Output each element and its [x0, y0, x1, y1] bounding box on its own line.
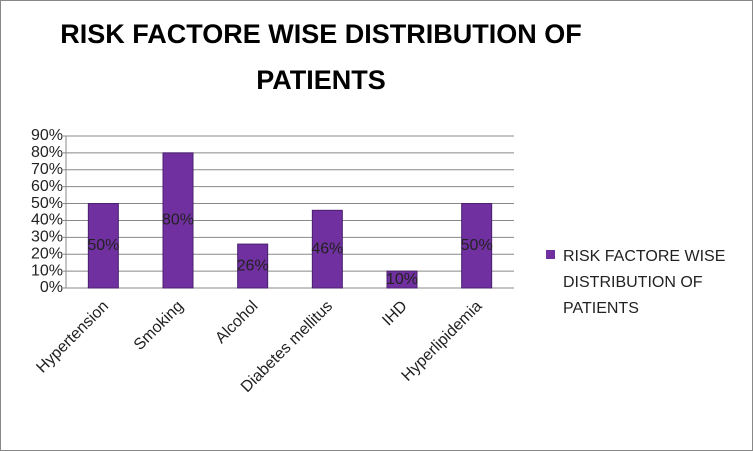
x-tick-label: Smoking — [131, 298, 187, 354]
y-tick-label: 60% — [31, 178, 63, 195]
x-tick-label: Alcohol — [212, 298, 261, 347]
bar — [386, 270, 418, 289]
data-label: 80% — [162, 212, 194, 229]
bar — [162, 152, 194, 289]
data-label: 26% — [237, 257, 269, 274]
y-tick-label: 10% — [31, 262, 63, 279]
bar — [311, 209, 343, 289]
x-tick-label: IHD — [379, 298, 411, 330]
bar — [461, 203, 493, 289]
data-label: 10% — [386, 271, 418, 288]
y-tick-label: 90% — [31, 127, 63, 144]
y-tick-label: 40% — [31, 212, 63, 229]
bar — [237, 243, 269, 289]
x-tick-label: Hyperlipidemia — [399, 298, 486, 385]
y-tick-label: 80% — [31, 144, 63, 161]
chart-title: RISK FACTORE WISE DISTRIBUTION OF PATIEN… — [60, 19, 582, 95]
y-tick-label: 50% — [31, 195, 63, 212]
data-label: 46% — [311, 240, 343, 257]
y-tick-label: 20% — [31, 245, 63, 262]
legend-label: RISK FACTORE WISE DISTRIBUTION OF PATIEN… — [563, 248, 726, 317]
data-label: 50% — [87, 237, 119, 254]
y-tick-label: 30% — [31, 229, 63, 246]
legend-swatch — [546, 250, 555, 259]
legend: RISK FACTORE WISE DISTRIBUTION OF PATIEN… — [546, 244, 731, 322]
data-label: 50% — [461, 237, 493, 254]
x-tick-label: Hypertension — [33, 298, 112, 377]
bar — [87, 203, 119, 289]
y-tick-label: 0% — [40, 279, 63, 296]
y-tick-label: 70% — [31, 161, 63, 178]
